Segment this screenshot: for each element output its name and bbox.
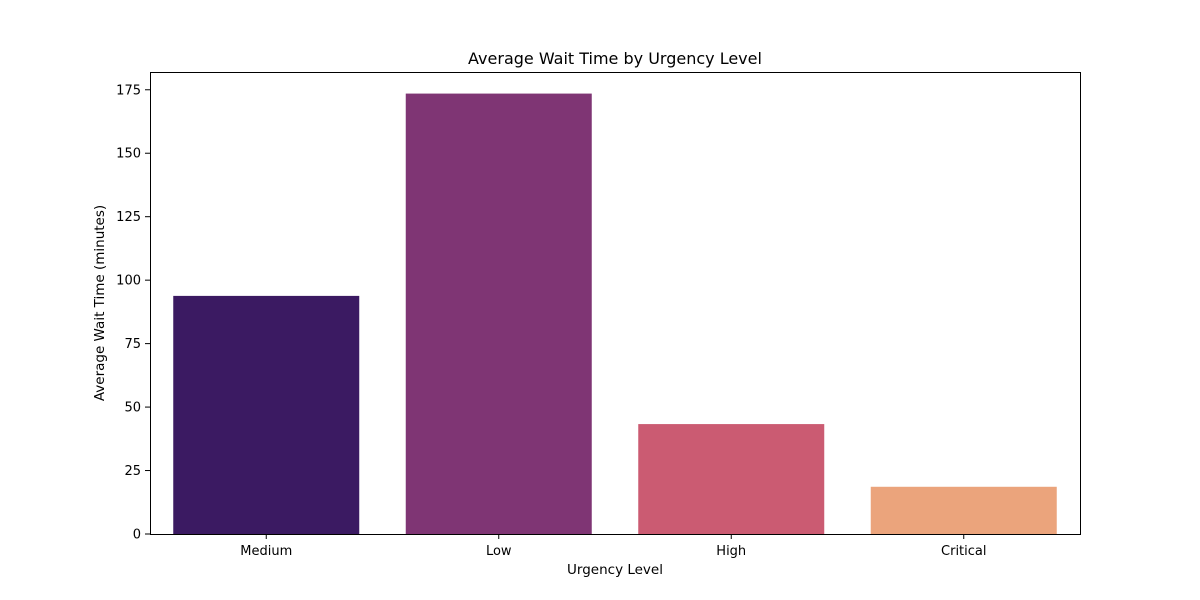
bar-critical (870, 486, 1057, 534)
y-tick-label: 100 (116, 274, 141, 289)
bar-high (638, 424, 825, 534)
y-tick-label: 0 (133, 528, 141, 543)
x-tick-label: Critical (941, 544, 986, 559)
y-tick-label: 150 (116, 147, 141, 162)
chart-title: Average Wait Time by Urgency Level (468, 49, 762, 68)
plot-frame (150, 72, 1081, 535)
bars-group (173, 93, 1057, 534)
x-tick-label: High (716, 544, 746, 559)
y-axis-title: Average Wait Time (minutes) (92, 205, 108, 401)
y-tick-label: 25 (124, 464, 141, 479)
x-axis-title: Urgency Level (567, 562, 663, 578)
y-tick-label: 75 (124, 337, 141, 352)
x-tick-label: Medium (240, 544, 292, 559)
y-axis-ticks: 0 25 50 75 100 125 150 175 (116, 83, 150, 543)
bar-medium (173, 295, 360, 534)
y-tick-label: 175 (116, 83, 141, 98)
y-tick-label: 50 (124, 401, 141, 416)
y-tick-label: 125 (116, 210, 141, 225)
x-tick-label: Low (486, 544, 512, 559)
x-axis-ticks: Medium Low High Critical (240, 534, 986, 559)
bar-low (405, 93, 592, 534)
